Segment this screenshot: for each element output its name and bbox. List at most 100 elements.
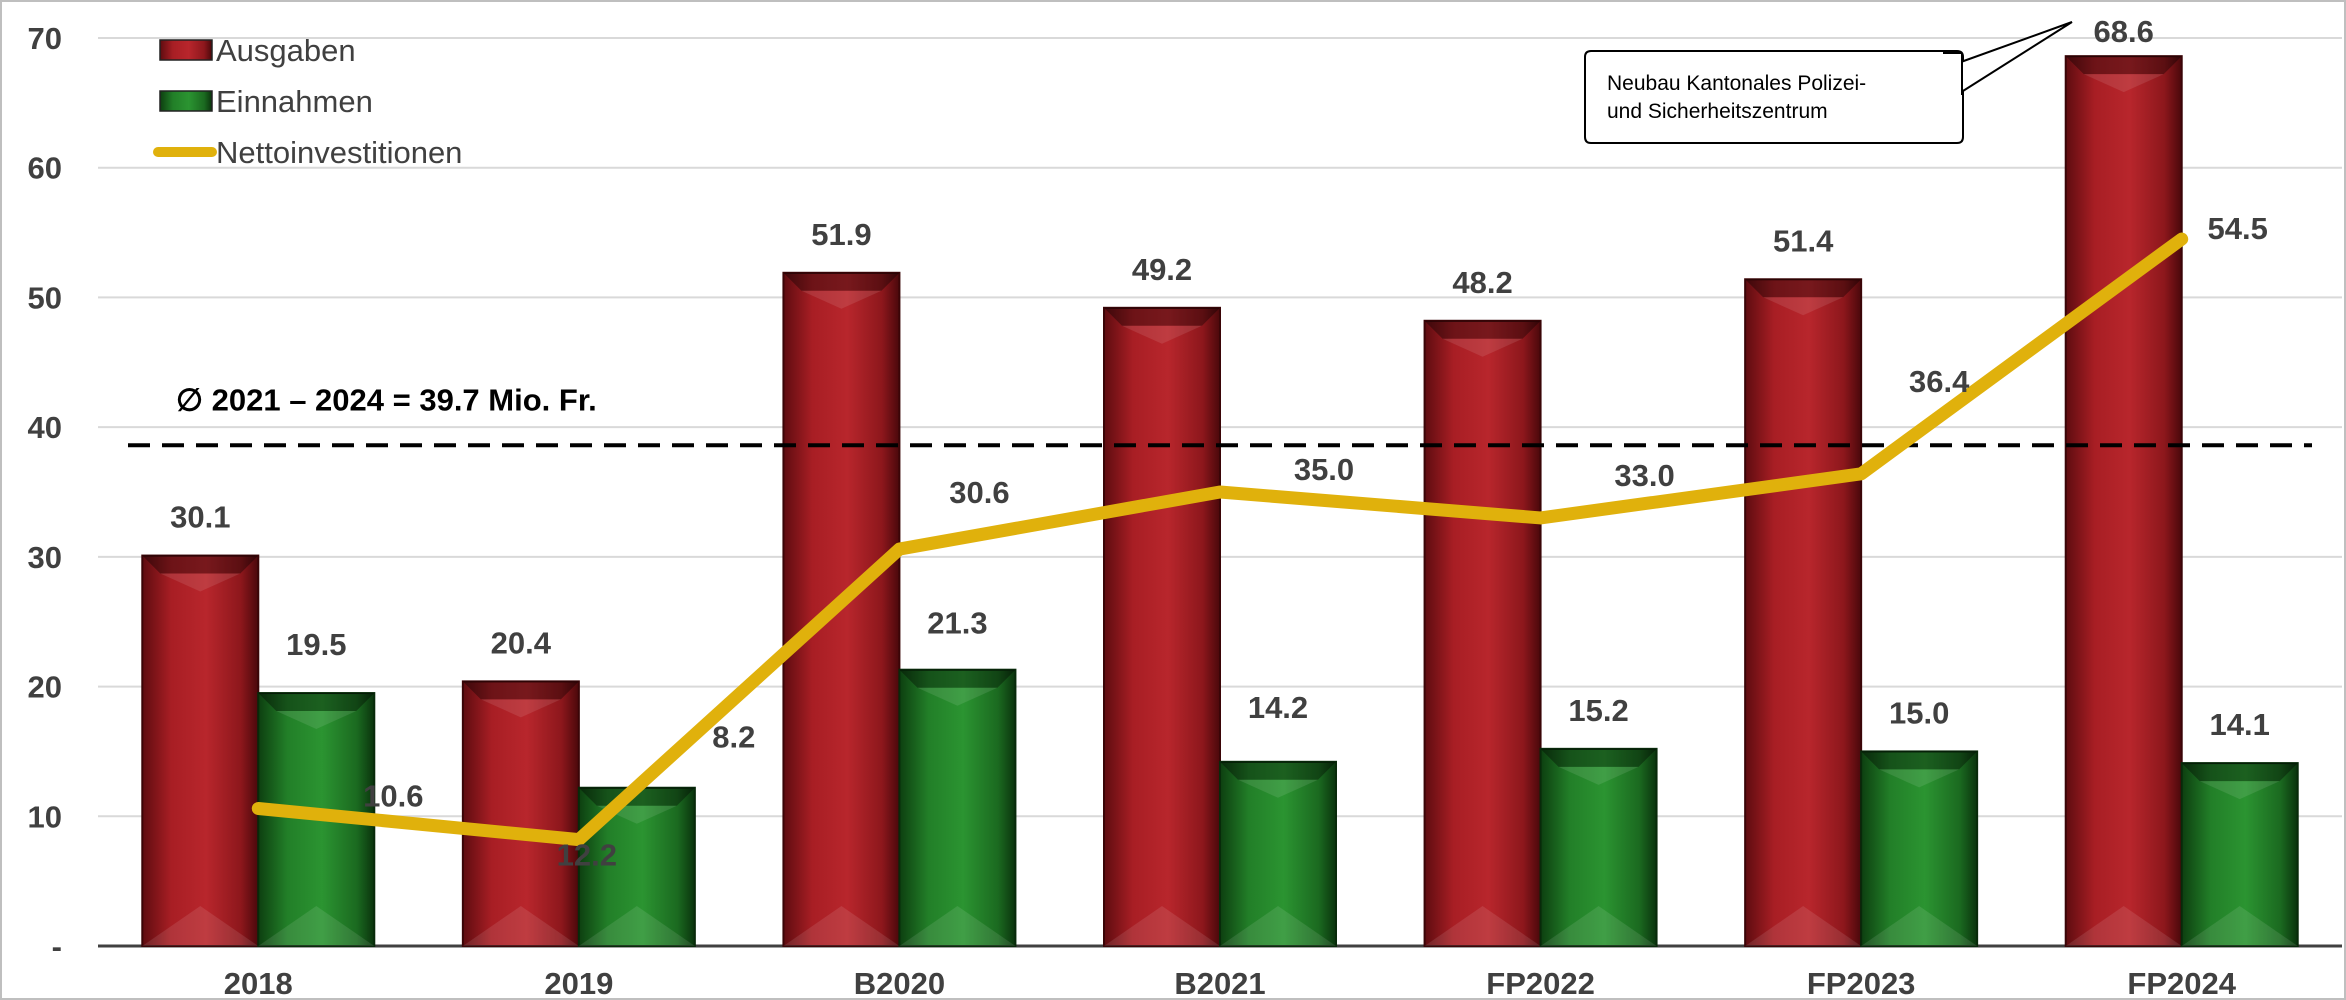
reference-line-group: ∅ 2021 – 2024 = 39.7 Mio. Fr.: [128, 382, 2312, 448]
nettoinvestitionen-line: [251, 232, 2189, 847]
legend-item: Einnahmen: [159, 84, 373, 119]
bar-bevel-shine: [801, 290, 882, 309]
bar-bevel-top: [462, 681, 579, 700]
bar-bevel-top: [578, 787, 695, 806]
bar-data-label: 51.9: [811, 217, 871, 252]
y-tick-label: 10: [28, 799, 62, 834]
line-data-label: 10.6: [363, 779, 423, 814]
bar-body: [1103, 306, 1221, 947]
bar-body: [1423, 319, 1542, 947]
bar-bevel-top: [1104, 307, 1220, 326]
bar-data-label: 14.2: [1248, 690, 1308, 725]
legend-swatch: [159, 90, 213, 112]
y-tick-label: 50: [28, 280, 62, 315]
bar-body: [898, 668, 1017, 947]
bar-data-label: 21.3: [927, 606, 987, 641]
bar-bevel-bottom: [462, 906, 579, 946]
bar-bevel-bottom: [1540, 906, 1657, 946]
y-tick-label: 60: [28, 151, 62, 186]
bar-bevel-top: [142, 555, 259, 574]
bar-data-label: 51.4: [1773, 223, 1834, 258]
bar-bevel-shine: [1763, 297, 1844, 316]
bar-bevel-bottom: [899, 906, 1016, 946]
x-tick-label: 2019: [544, 966, 613, 1000]
bar-bevel-shine: [1558, 766, 1639, 785]
legend-swatch: [159, 39, 213, 61]
bar-ausgaben: [461, 680, 580, 948]
line-data-label: 36.4: [1909, 364, 1970, 399]
bar-body: [1219, 760, 1337, 948]
bar-bevel-top: [1220, 761, 1336, 780]
bar-body: [1860, 750, 1979, 948]
bar-data-label: 14.1: [2210, 707, 2270, 742]
callout-text: und Sicherheitszentrum: [1607, 100, 1828, 123]
bar-bevel-shine: [2199, 781, 2280, 800]
bar-bevel-bottom: [1424, 906, 1541, 946]
bar-bevel-bottom: [1861, 906, 1978, 946]
bar-bevel-bottom: [1745, 906, 1862, 946]
bar-bevel-bottom: [258, 906, 375, 946]
data-labels: 30.1 20.4 51.9 49.2 48.2 51.4 68.6 19.5 12.2 21.3…: [170, 14, 2270, 873]
x-tick-label: FP2022: [1486, 966, 1595, 1000]
bar-bevel-bottom: [783, 906, 900, 946]
bar-bevel-top: [899, 669, 1016, 688]
bar-ausgaben: [1744, 278, 1863, 948]
bar-bevel-shine: [1442, 338, 1523, 357]
x-axis: 2018 2019 B2020 B2021 FP2022 FP2023 FP2024: [224, 966, 2237, 1000]
callout-pointer-mask: [1941, 53, 1961, 97]
legend: Ausgaben Einnahmen Nettoinvestitionen: [153, 33, 462, 170]
bar-data-label: 49.2: [1132, 252, 1192, 287]
bar-bevel-top: [1540, 748, 1657, 767]
bar-bevel-bottom: [2181, 906, 2298, 946]
bar-data-label: 20.4: [491, 625, 552, 660]
annotation-callout: Neubau Kantonales Polizei-und Sicherheit…: [1584, 21, 2073, 144]
bar-bevel-shine: [160, 573, 241, 592]
bar-ausgaben: [1103, 306, 1221, 947]
bar-bevel-top: [258, 693, 375, 712]
bar-bevel-bottom: [1104, 906, 1220, 946]
bar-einnahmen: [1860, 750, 1979, 948]
bars: [141, 55, 2299, 948]
y-tick-label: 30: [28, 540, 62, 575]
bar-data-label: 48.2: [1452, 265, 1512, 300]
bar-ausgaben: [141, 554, 260, 947]
bar-body: [461, 680, 580, 948]
bar-body: [141, 554, 260, 947]
bar-data-label: 15.2: [1568, 693, 1628, 728]
bar-body: [2180, 762, 2299, 947]
bar-data-label: 15.0: [1889, 695, 1949, 730]
line-data-label: 30.6: [949, 475, 1009, 510]
line-series: [251, 232, 2189, 847]
bar-einnahmen: [898, 668, 1017, 947]
x-tick-label: B2020: [854, 966, 945, 1000]
bar-bevel-shine: [1879, 769, 1960, 788]
bar-data-label: 19.5: [286, 627, 346, 662]
y-tick-label: -: [52, 929, 62, 964]
line-data-label: 33.0: [1614, 458, 1674, 493]
bar-ausgaben: [1423, 319, 1542, 947]
bar-bevel-shine: [276, 711, 357, 730]
bar-bevel-top: [2181, 763, 2298, 782]
bar-data-label: 30.1: [170, 500, 230, 535]
bar-bevel-top: [1861, 751, 1978, 770]
legend-item: Nettoinvestitionen: [153, 135, 462, 170]
x-tick-label: 2018: [224, 966, 293, 1000]
bar-bevel-bottom: [2065, 906, 2182, 946]
bar-data-label: 68.6: [2094, 14, 2154, 49]
y-tick-label: 20: [28, 670, 62, 705]
bar-bevel-top: [783, 272, 900, 291]
bar-ausgaben: [782, 271, 901, 948]
average-reference-label: ∅ 2021 – 2024 = 39.7 Mio. Fr.: [176, 382, 597, 417]
bar-bevel-bottom: [1220, 906, 1336, 946]
line-data-label: 54.5: [2208, 211, 2268, 246]
bar-bevel-top: [1745, 279, 1862, 298]
bar-ausgaben: [2064, 55, 2183, 948]
y-tick-label: 40: [28, 410, 62, 445]
bar-bevel-shine: [1122, 325, 1202, 344]
x-tick-label: FP2024: [2127, 966, 2236, 1000]
bar-bevel-shine: [2083, 74, 2164, 93]
callout-pointer: [1945, 21, 2073, 93]
x-tick-label: FP2023: [1807, 966, 1916, 1000]
